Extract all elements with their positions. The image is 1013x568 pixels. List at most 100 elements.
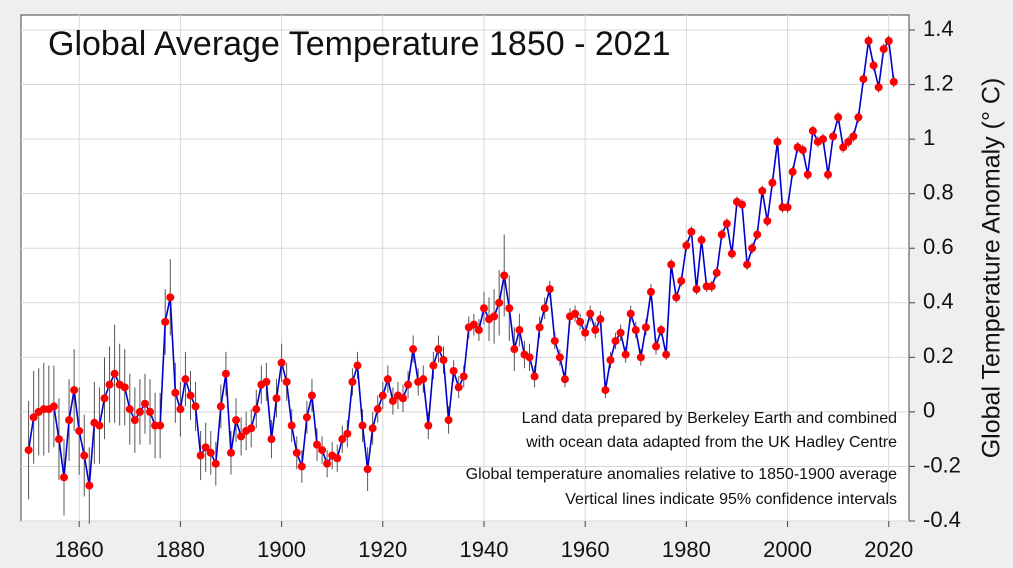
data-point (535, 323, 544, 332)
data-point (449, 366, 458, 375)
data-point (135, 407, 144, 416)
data-point (692, 285, 701, 294)
data-point (363, 465, 372, 474)
data-point (743, 260, 752, 269)
data-point (798, 146, 807, 155)
data-point (302, 413, 311, 422)
annotation: Land data prepared by Berkeley Earth and… (522, 410, 897, 427)
data-point (216, 402, 225, 411)
data-point (105, 380, 114, 389)
data-point (252, 405, 261, 414)
data-point (95, 421, 104, 430)
data-point (125, 405, 134, 414)
data-point (803, 170, 812, 179)
data-point (500, 271, 509, 280)
data-point (530, 372, 539, 381)
data-point (672, 293, 681, 302)
data-point (768, 178, 777, 187)
x-tick-label: 2000 (763, 537, 812, 562)
data-point (70, 386, 79, 395)
data-point (60, 473, 69, 482)
data-point (869, 61, 878, 70)
data-point (515, 326, 524, 335)
data-point (479, 304, 488, 313)
data-point (490, 312, 499, 321)
data-point (667, 260, 676, 269)
data-point (368, 424, 377, 433)
data-point (560, 375, 569, 384)
data-point (424, 421, 433, 430)
data-point (626, 309, 635, 318)
x-tick-label: 1880 (156, 537, 205, 562)
data-point (576, 317, 585, 326)
y-tick-label: 1.2 (923, 70, 954, 95)
data-point (140, 399, 149, 408)
data-point (646, 287, 655, 296)
data-point (849, 132, 858, 141)
data-point (419, 375, 428, 384)
data-point (677, 276, 686, 285)
data-point (287, 421, 296, 430)
x-tick-label: 1920 (358, 537, 407, 562)
x-tick-label: 1980 (662, 537, 711, 562)
data-point (338, 435, 347, 444)
data-point (505, 304, 514, 313)
data-point (652, 342, 661, 351)
data-point (226, 448, 235, 457)
data-point (824, 170, 833, 179)
y-tick-label: 1.4 (923, 16, 954, 41)
data-point (591, 326, 600, 335)
data-point (318, 446, 327, 455)
data-point (181, 375, 190, 384)
data-point (727, 249, 736, 258)
data-point (717, 230, 726, 239)
data-point (277, 358, 286, 367)
data-point (388, 396, 397, 405)
y-tick-label: 0.2 (923, 343, 954, 368)
annotation: with ocean data adapted from the UK Hadl… (525, 434, 897, 451)
data-point (353, 361, 362, 370)
y-tick-label: 0.6 (923, 234, 954, 259)
data-point (540, 304, 549, 313)
data-point (24, 446, 33, 455)
data-point (818, 135, 827, 144)
data-point (545, 285, 554, 294)
x-tick-label: 1900 (257, 537, 306, 562)
data-point (262, 377, 271, 386)
data-point (358, 421, 367, 430)
data-point (712, 268, 721, 277)
x-tick-label: 1860 (55, 537, 104, 562)
data-point (682, 241, 691, 250)
data-point (196, 451, 205, 460)
data-point (75, 426, 84, 435)
data-point (313, 440, 321, 449)
data-point (454, 383, 463, 392)
data-point (854, 113, 863, 122)
data-point (834, 113, 843, 122)
data-point (85, 481, 94, 490)
x-tick-label: 1940 (459, 537, 508, 562)
data-point (343, 429, 352, 438)
data-point (65, 416, 74, 425)
data-point (80, 451, 89, 460)
data-point (763, 216, 772, 225)
data-point (186, 391, 195, 400)
data-point (581, 328, 590, 337)
data-point (469, 320, 478, 329)
data-point (783, 203, 792, 212)
data-point (383, 375, 392, 384)
data-point (495, 298, 504, 307)
data-point (333, 454, 342, 463)
data-point (722, 219, 731, 228)
data-point (808, 126, 817, 135)
data-point (859, 75, 868, 84)
data-point (166, 293, 175, 302)
data-point (29, 413, 38, 422)
data-point (550, 336, 559, 345)
data-point (323, 459, 332, 468)
data-point (829, 132, 838, 141)
data-point (211, 459, 220, 468)
y-tick-label: 0.4 (923, 289, 954, 314)
data-point (611, 336, 620, 345)
